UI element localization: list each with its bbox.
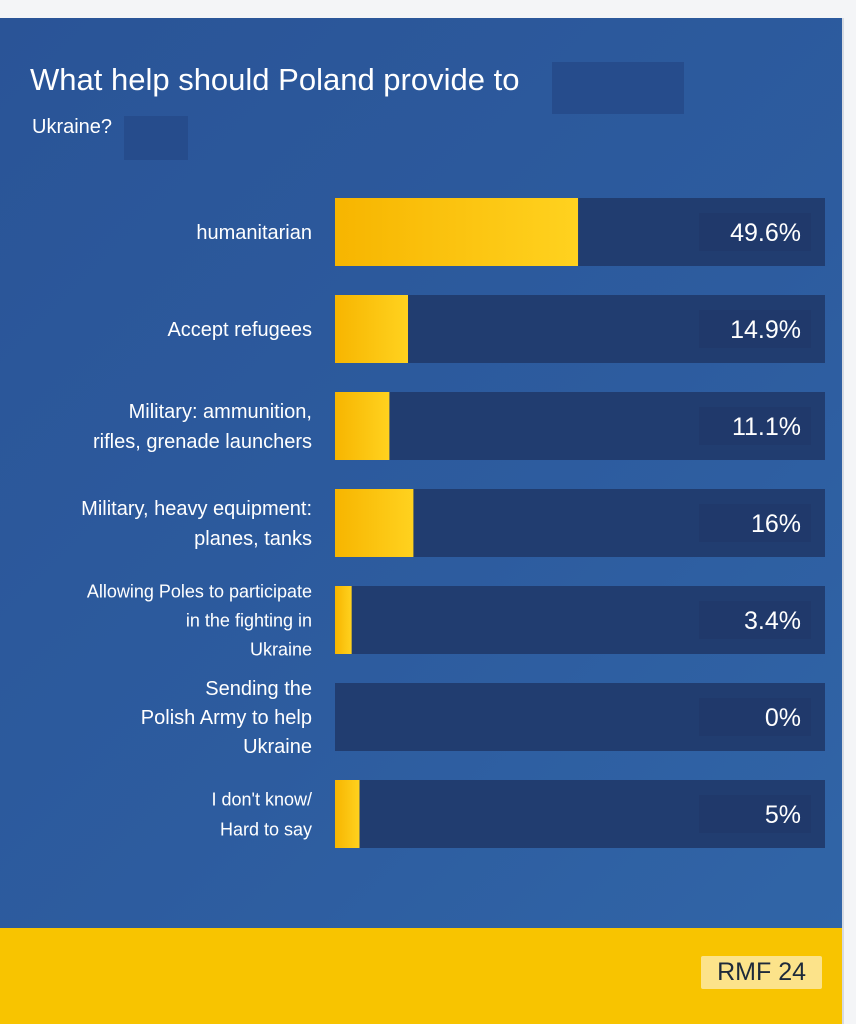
bar-row: 14.9% Accept refugees — [167, 295, 825, 363]
bar-chart: 49.6% humanitarian 14.9% Accept refugees 11.… — [81, 198, 825, 848]
category-label: Polish Army to help — [141, 707, 312, 729]
category-label: Hard to say — [220, 819, 312, 839]
bar-row: 5% I don't know/Hard to say — [212, 780, 825, 848]
bar — [335, 198, 579, 266]
category-label: humanitarian — [196, 222, 312, 244]
bar — [335, 295, 409, 363]
category-label: Military, heavy equipment: — [81, 498, 312, 520]
value-label: 16% — [751, 510, 801, 538]
bar-row: 0% Sending the Polish Army to help Ukraine — [141, 678, 825, 758]
category-label: Allowing Poles to participate — [87, 581, 312, 601]
chart-title-line-1: What help should Poland provide to — [30, 62, 520, 97]
redaction-mask — [552, 62, 684, 114]
value-label-box — [699, 698, 811, 736]
value-label: 11.1% — [732, 413, 801, 441]
value-label-box — [699, 310, 811, 348]
category-label: Ukraine — [250, 639, 312, 659]
bar — [335, 489, 414, 557]
brand-label: RMF 24 — [701, 956, 822, 989]
bar-row: 3.4% Allowing Poles to participate in the … — [87, 581, 825, 659]
value-label-box — [699, 213, 811, 251]
value-label: 0% — [765, 704, 801, 732]
bar-row: 49.6% humanitarian — [196, 198, 825, 266]
redaction-mask — [124, 116, 188, 160]
footer-band: RMF 24 — [0, 928, 842, 1024]
category-label: rifles, grenade launchers — [93, 431, 312, 453]
value-label-box — [699, 795, 811, 833]
bar — [335, 392, 390, 460]
category-label: Accept refugees — [167, 319, 312, 341]
value-label: 14.9% — [730, 316, 801, 344]
bar — [335, 780, 360, 848]
chart-title-line-2: Ukraine? — [32, 116, 113, 138]
value-label-box — [699, 504, 811, 542]
bar-row: 16% Military, heavy equipment: planes, tan… — [81, 489, 825, 557]
value-label-box — [699, 407, 811, 445]
chart-card: What help should Poland provide to Ukrai… — [0, 18, 844, 1024]
category-label: Military: ammunition, — [129, 401, 312, 423]
category-label: I don't know/ — [212, 789, 313, 809]
category-label: Ukraine — [243, 736, 312, 758]
category-label: in the fighting in — [186, 610, 312, 630]
category-label: Sending the — [205, 678, 312, 700]
bar — [335, 586, 352, 654]
category-label: planes, tanks — [194, 528, 312, 550]
value-label-box — [699, 601, 811, 639]
bar-row: 11.1% Military: ammunition, rifles, grenad… — [93, 392, 825, 460]
value-label: 49.6% — [730, 219, 801, 247]
value-label: 3.4% — [744, 607, 801, 635]
value-label: 5% — [765, 801, 801, 829]
